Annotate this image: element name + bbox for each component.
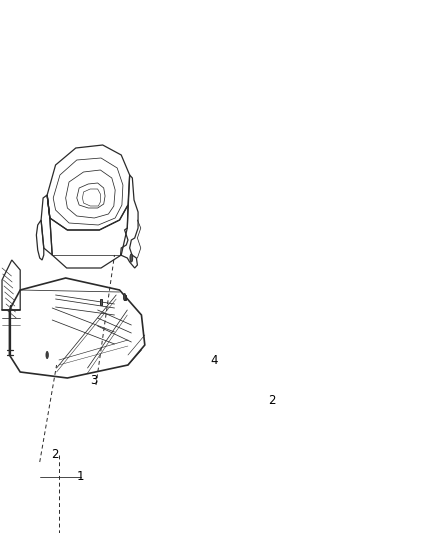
Text: 4: 4 [210, 353, 218, 367]
Circle shape [124, 294, 126, 301]
Text: 2: 2 [51, 448, 58, 462]
Circle shape [130, 254, 133, 262]
Bar [100, 299, 102, 305]
Text: 1: 1 [77, 471, 85, 483]
Text: 3: 3 [90, 375, 97, 387]
Bar [124, 295, 126, 300]
Text: 2: 2 [268, 393, 276, 407]
Circle shape [46, 351, 48, 359]
